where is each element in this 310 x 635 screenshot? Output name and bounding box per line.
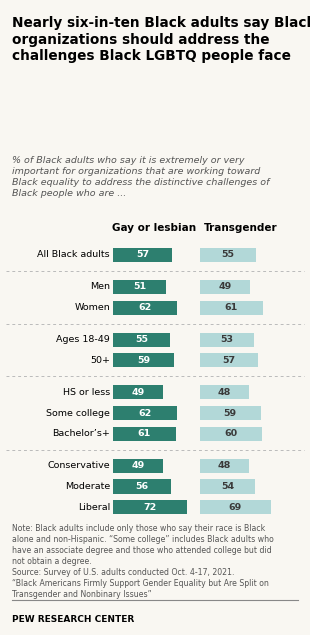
Text: Note: Black adults include only those who say their race is Black
alone and non-: Note: Black adults include only those wh… — [12, 524, 274, 599]
Bar — [200, 280, 250, 294]
Bar — [113, 300, 177, 314]
Text: Ages 18-49: Ages 18-49 — [56, 335, 110, 344]
Bar — [113, 248, 172, 262]
Text: 72: 72 — [144, 503, 157, 512]
Bar — [200, 333, 255, 347]
Text: 55: 55 — [135, 335, 148, 344]
Text: 57: 57 — [223, 356, 236, 365]
Text: 57: 57 — [136, 250, 149, 259]
Text: 50+: 50+ — [90, 356, 110, 365]
Bar — [200, 479, 255, 493]
Bar — [113, 280, 166, 294]
Text: 59: 59 — [224, 408, 237, 418]
Text: Transgender: Transgender — [204, 223, 278, 233]
Text: Women: Women — [74, 303, 110, 312]
Text: Bachelor’s+: Bachelor’s+ — [52, 429, 110, 438]
Bar — [113, 479, 170, 493]
Text: 60: 60 — [224, 429, 237, 438]
Text: 55: 55 — [222, 250, 235, 259]
Bar — [200, 406, 260, 420]
Bar — [113, 500, 187, 514]
Text: 62: 62 — [138, 408, 152, 418]
Bar — [113, 406, 177, 420]
Text: 48: 48 — [218, 461, 231, 471]
Bar — [200, 500, 271, 514]
Bar — [113, 427, 176, 441]
Bar — [200, 458, 249, 473]
Bar — [113, 385, 163, 399]
Text: Men: Men — [90, 283, 110, 291]
Text: Nearly six-in-ten Black adults say Black
organizations should address the
challe: Nearly six-in-ten Black adults say Black… — [12, 16, 310, 64]
Text: 61: 61 — [138, 429, 151, 438]
Text: 62: 62 — [138, 303, 152, 312]
Bar — [200, 300, 263, 314]
Text: 51: 51 — [133, 283, 146, 291]
Text: 59: 59 — [137, 356, 150, 365]
Bar — [200, 427, 262, 441]
Bar — [200, 353, 259, 367]
Text: Some college: Some college — [46, 408, 110, 418]
Text: 61: 61 — [225, 303, 238, 312]
Bar — [113, 458, 163, 473]
Text: 49: 49 — [132, 388, 145, 397]
Text: Liberal: Liberal — [78, 503, 110, 512]
Text: HS or less: HS or less — [63, 388, 110, 397]
Bar — [200, 248, 256, 262]
Bar — [113, 353, 174, 367]
Text: 56: 56 — [135, 482, 148, 491]
Text: 49: 49 — [132, 461, 145, 471]
Text: 54: 54 — [221, 482, 234, 491]
Text: All Black adults: All Black adults — [38, 250, 110, 259]
Text: 49: 49 — [219, 283, 232, 291]
Text: 53: 53 — [221, 335, 234, 344]
Bar — [113, 333, 170, 347]
Text: Moderate: Moderate — [65, 482, 110, 491]
Text: PEW RESEARCH CENTER: PEW RESEARCH CENTER — [12, 615, 135, 624]
Text: 69: 69 — [229, 503, 242, 512]
Text: 48: 48 — [218, 388, 231, 397]
Text: Gay or lesbian: Gay or lesbian — [112, 223, 197, 233]
Text: % of Black adults who say it is extremely or very
important for organizations th: % of Black adults who say it is extremel… — [12, 156, 270, 198]
Text: Conservative: Conservative — [47, 461, 110, 471]
Bar — [200, 385, 249, 399]
